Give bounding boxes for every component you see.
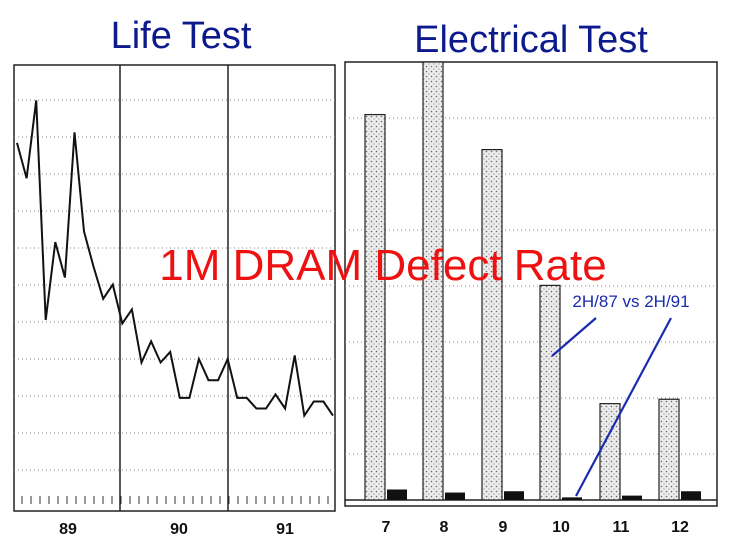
life-test-plot-frame [13, 64, 336, 512]
x-tick-label: 89 [59, 521, 77, 538]
x-tick-label: 11 [613, 519, 630, 536]
bar-1987 [422, 61, 444, 501]
bar-1987 [481, 149, 503, 501]
electrical-test-title: Electrical Test [414, 19, 648, 61]
annotation-pointer-line [551, 317, 597, 357]
annotation-pointer-line [575, 317, 672, 497]
x-tick-label: 10 [552, 519, 570, 536]
annotation-label: 2H/87 vs 2H/91 [572, 292, 689, 311]
bar-1991 [681, 491, 701, 500]
bar-1991 [504, 491, 524, 500]
electrical-test-plot-frame [344, 61, 718, 507]
bar-1991 [562, 497, 582, 500]
x-tick-label: 90 [170, 521, 188, 538]
x-tick-label: 91 [276, 521, 294, 538]
life-test-series-line [16, 100, 334, 419]
overlay-title: 1M DRAM Defect Rate [159, 241, 606, 290]
x-tick-label: 8 [440, 519, 449, 536]
annotation: 2H/87 vs 2H/91 [551, 288, 692, 497]
x-tick-label: 12 [671, 519, 689, 536]
bar-1991 [445, 492, 465, 500]
bar-1987 [658, 398, 680, 501]
life-test-chart: 89 90 91 [13, 64, 336, 538]
x-tick-label: 9 [499, 519, 508, 536]
bar-1991 [622, 495, 642, 500]
life-test-title: Life Test [111, 15, 252, 57]
bar-1987 [364, 113, 386, 501]
bar-1987 [539, 284, 561, 501]
electrical-test-chart: 7 8 9 10 11 12 [344, 61, 718, 536]
x-tick-label: 7 [382, 519, 391, 536]
bar-1991 [387, 489, 407, 500]
